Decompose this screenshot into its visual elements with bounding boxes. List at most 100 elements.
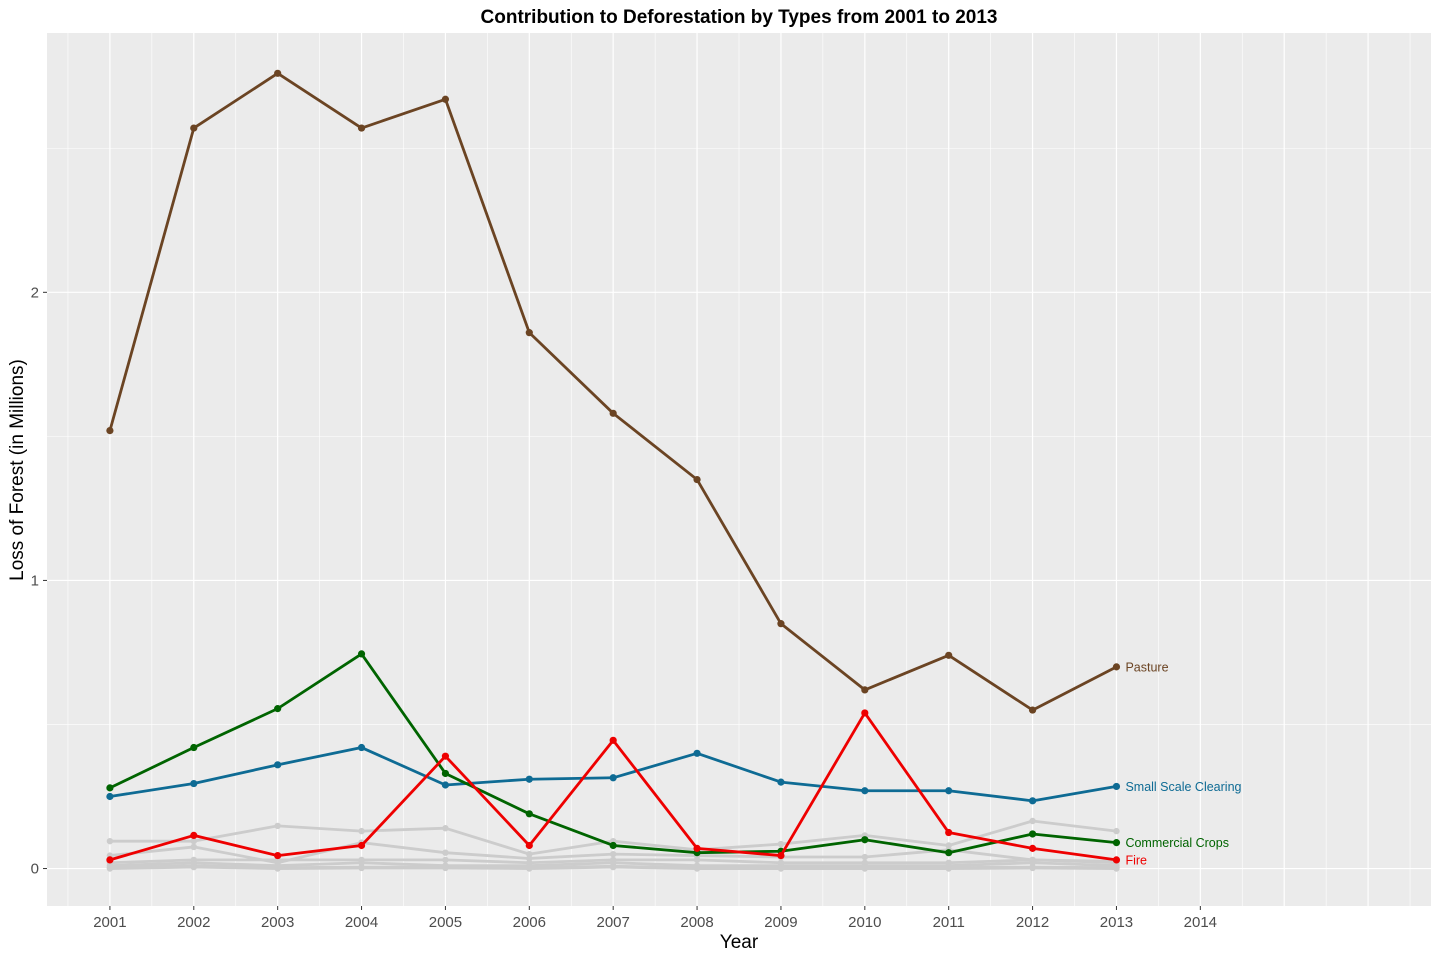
x-tick-label: 2003 bbox=[261, 914, 294, 931]
small-scale-clearing-point bbox=[274, 761, 282, 769]
fire-point bbox=[106, 856, 114, 864]
background-series-6-point bbox=[190, 863, 197, 871]
background-series-1-point bbox=[442, 825, 449, 832]
fire-point bbox=[441, 752, 450, 760]
fire-point bbox=[1112, 856, 1121, 864]
background-series-2-point bbox=[861, 853, 869, 861]
commercial-crops-point bbox=[609, 841, 617, 850]
highlighted-series bbox=[106, 69, 1121, 864]
small-scale-clearing-point bbox=[609, 774, 617, 782]
small-scale-clearing-point bbox=[190, 779, 198, 788]
x-axis-title: Year bbox=[720, 932, 759, 953]
commercial-crops-point bbox=[945, 849, 953, 857]
pasture-end-label: Pasture bbox=[1125, 660, 1168, 674]
x-tick-label: 2014 bbox=[1184, 914, 1217, 931]
background-series-6-point bbox=[358, 864, 365, 872]
fire-point bbox=[777, 851, 785, 860]
pasture-point bbox=[441, 95, 450, 103]
background-series-6-point bbox=[861, 865, 869, 872]
background-series-1-point bbox=[358, 827, 365, 835]
pasture-point bbox=[1112, 663, 1121, 671]
background-series-2-point bbox=[442, 849, 449, 856]
pasture-point bbox=[525, 329, 533, 337]
fire-point bbox=[945, 828, 953, 837]
pasture-point bbox=[945, 651, 953, 659]
x-tick-label: 2011 bbox=[933, 914, 965, 931]
small-scale-clearing-point bbox=[1028, 797, 1037, 805]
fire-point bbox=[1028, 844, 1037, 852]
y-tick-label: 1 bbox=[31, 572, 39, 589]
pasture-point bbox=[609, 409, 617, 417]
x-tick-label: 2004 bbox=[345, 914, 378, 931]
small-scale-clearing-end-label: Small Scale Clearing bbox=[1125, 780, 1241, 794]
small-scale-clearing-point bbox=[1112, 782, 1121, 791]
background-series-1-point bbox=[190, 837, 197, 845]
pasture-point bbox=[777, 620, 785, 628]
background-series-6-point bbox=[526, 865, 533, 872]
small-scale-clearing-point bbox=[861, 787, 869, 795]
background-series-6-point bbox=[1029, 864, 1036, 872]
background-series-1-point bbox=[777, 840, 785, 848]
x-tick-label: 2005 bbox=[429, 914, 462, 931]
background-series-2-point bbox=[609, 850, 617, 858]
background-series-1-point bbox=[1113, 827, 1120, 835]
background-series-6-point bbox=[777, 865, 785, 872]
background-series-1-point bbox=[1029, 817, 1036, 825]
y-tick-label: 0 bbox=[31, 861, 39, 878]
pasture-point bbox=[190, 124, 198, 132]
chart-title: Contribution to Deforestation by Types f… bbox=[481, 7, 998, 28]
x-tick-label: 2001 bbox=[93, 914, 126, 931]
small-scale-clearing-point bbox=[945, 787, 953, 795]
small-scale-clearing-point bbox=[441, 781, 450, 789]
small-scale-clearing-point bbox=[106, 792, 114, 801]
small-scale-clearing-point bbox=[525, 775, 533, 783]
background-series-6-point bbox=[693, 865, 701, 872]
commercial-crops-point bbox=[274, 705, 282, 713]
x-tick-label: 2002 bbox=[177, 914, 210, 931]
fire-point bbox=[609, 736, 617, 744]
grid-major bbox=[47, 33, 1431, 906]
x-axis: 2001 2002 2003 2004 2005 2006 2007 2008 2009 2010… bbox=[93, 906, 1217, 931]
fire-end-label: Fire bbox=[1125, 853, 1147, 867]
fire-point bbox=[357, 841, 366, 850]
small-scale-clearing-point bbox=[357, 743, 366, 752]
y-tick-label: 2 bbox=[31, 284, 39, 301]
x-tick-label: 2007 bbox=[596, 914, 629, 931]
x-tick-label: 2008 bbox=[680, 914, 713, 931]
y-axis: 0 1 2 bbox=[31, 284, 47, 878]
small-scale-clearing-point bbox=[777, 778, 785, 786]
pasture-point bbox=[274, 69, 282, 77]
background-series-6-point bbox=[274, 865, 281, 872]
fire-point bbox=[861, 709, 869, 717]
commercial-crops-point bbox=[190, 743, 198, 752]
y-axis-title: Loss of Forest (in Millions) bbox=[7, 359, 28, 581]
x-tick-label: 2013 bbox=[1100, 914, 1133, 931]
small-scale-clearing-point bbox=[693, 749, 701, 757]
fire-point bbox=[274, 851, 282, 860]
background-series bbox=[106, 817, 1120, 872]
pasture-point bbox=[106, 427, 114, 435]
commercial-crops-point bbox=[106, 784, 114, 792]
background-series-6-point bbox=[609, 863, 617, 871]
fire-point bbox=[525, 841, 533, 850]
x-tick-label: 2006 bbox=[513, 914, 546, 931]
commercial-crops-point bbox=[441, 769, 450, 778]
series-end-labels: Pasture Small Scale Clearing Commercial Cr… bbox=[1125, 660, 1241, 867]
pasture-point bbox=[861, 686, 869, 694]
commercial-crops-point bbox=[1112, 839, 1121, 847]
background-series-6-point bbox=[106, 865, 114, 872]
commercial-crops-point bbox=[1028, 830, 1037, 838]
background-series-6-point bbox=[1113, 865, 1120, 872]
x-tick-label: 2012 bbox=[1016, 914, 1049, 931]
commercial-crops-point bbox=[525, 810, 533, 818]
fire-point bbox=[190, 831, 198, 840]
background-series-6-point bbox=[945, 865, 952, 872]
background-series-3-point bbox=[693, 856, 701, 864]
pasture-point bbox=[1028, 706, 1037, 714]
pasture-point bbox=[693, 475, 701, 484]
x-tick-label: 2010 bbox=[848, 914, 881, 931]
commercial-crops-end-label: Commercial Crops bbox=[1125, 836, 1229, 850]
pasture-point bbox=[357, 124, 366, 132]
background-series-1-point bbox=[106, 837, 114, 845]
